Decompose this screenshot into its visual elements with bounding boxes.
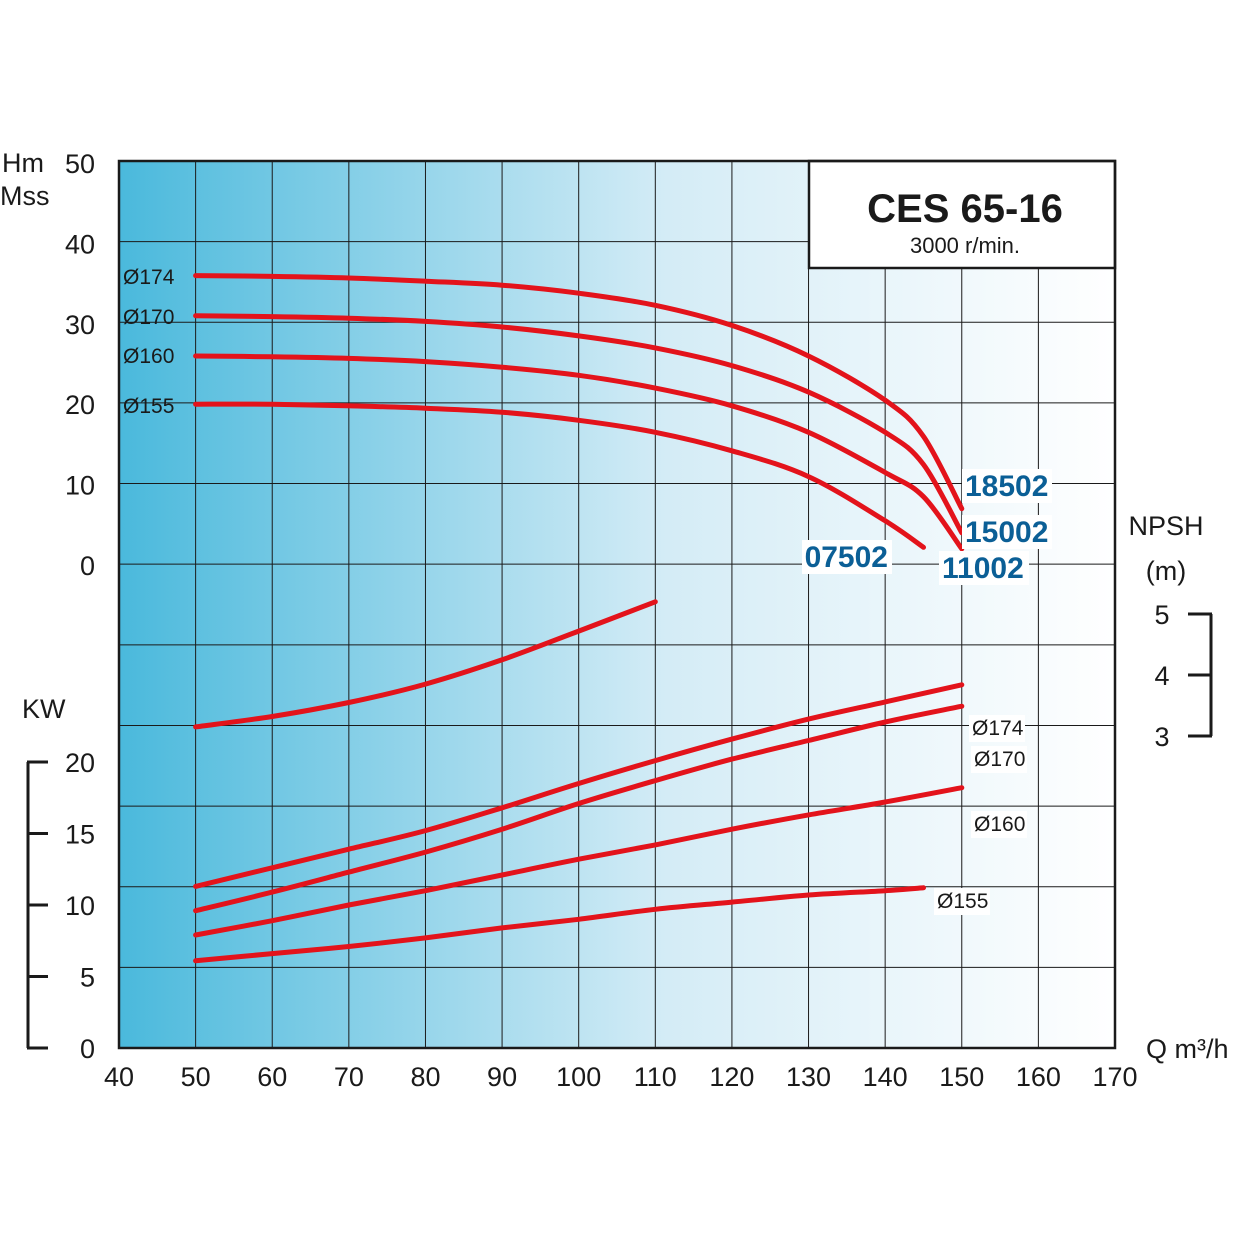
head-tick-label: 30 — [65, 310, 95, 340]
power-label-bg — [971, 746, 1027, 773]
chart-subtitle: 3000 r/min. — [910, 233, 1020, 258]
npsh-tick-label: 5 — [1154, 600, 1169, 630]
x-tick-label: 110 — [634, 1062, 677, 1092]
power-tick-label: 0 — [80, 1034, 95, 1064]
head-axis-title-line1: Hm — [2, 148, 44, 178]
head-curve — [193, 353, 965, 552]
x-tick-label: 50 — [181, 1062, 211, 1092]
power-tick-label: 20 — [65, 748, 95, 778]
x-tick-label: 100 — [556, 1062, 601, 1092]
head-diameter-label: Ø174 — [123, 266, 175, 289]
title-box: CES 65-16 3000 r/min. — [807, 159, 1117, 270]
plot-frame — [117, 159, 1117, 1050]
head-tick-label: 10 — [65, 471, 95, 501]
chart-title: CES 65-16 — [867, 187, 1063, 231]
motor-label: 07502 — [805, 541, 888, 574]
power-label-bg — [969, 715, 1025, 742]
motor-label: 11002 — [942, 552, 1024, 585]
power-tick-label: 10 — [65, 891, 95, 921]
x-tick-label: 170 — [1092, 1062, 1137, 1092]
x-tick-label: 150 — [939, 1062, 984, 1092]
power-diameter-label: Ø174 — [972, 717, 1024, 740]
npsh-axis-title-line1: NPSH — [1128, 511, 1203, 541]
axes: 40 50 60 70 80 90 100 110 120 130 140 150 160 1700102… — [26, 149, 1213, 1092]
head-tick-label: 0 — [80, 551, 95, 581]
motor-label-bg — [962, 515, 1052, 549]
power-tick-label: 15 — [65, 820, 95, 850]
motor-label-bg — [962, 469, 1052, 503]
power-diameter-label: Ø155 — [937, 890, 988, 913]
motor-label-bg — [802, 540, 892, 574]
power-axis-title: KW — [22, 694, 66, 724]
head-tick-label: 20 — [65, 390, 95, 420]
head-curve — [193, 401, 926, 550]
x-tick-label: 70 — [334, 1062, 364, 1092]
power-label-bg — [934, 888, 990, 915]
x-axis-title: Q m³/h — [1146, 1034, 1229, 1064]
power-label-bg — [971, 811, 1027, 838]
power-curve — [193, 785, 965, 938]
x-tick-label: 120 — [709, 1062, 754, 1092]
head-diameter-label: Ø155 — [123, 395, 174, 418]
head-curve — [193, 313, 965, 536]
power-tick-label: 5 — [80, 963, 95, 993]
motor-label: 18502 — [965, 470, 1048, 503]
head-tick-label: 50 — [65, 149, 95, 179]
npsh-axis-title-line2: (m) — [1146, 556, 1186, 586]
npsh-tick-label: 4 — [1154, 661, 1169, 691]
motor-label-bg — [939, 551, 1029, 585]
x-tick-label: 90 — [487, 1062, 517, 1092]
x-tick-label: 160 — [1016, 1062, 1061, 1092]
head-axis-title-line2: Mss — [0, 181, 50, 211]
x-tick-label: 80 — [410, 1062, 440, 1092]
head-diameter-label: Ø160 — [123, 345, 174, 368]
power-diameter-label: Ø160 — [974, 813, 1025, 836]
curves — [193, 273, 965, 964]
power-curve — [193, 682, 965, 889]
power-curve — [193, 885, 926, 964]
x-tick-label: 130 — [786, 1062, 831, 1092]
head-tick-label: 40 — [65, 229, 95, 259]
npsh-curve — [193, 599, 658, 730]
head-curve — [193, 273, 965, 512]
power-diameter-label: Ø170 — [974, 748, 1025, 771]
npsh-tick-label: 3 — [1154, 722, 1169, 752]
x-tick-label: 140 — [863, 1062, 908, 1092]
motor-label: 15002 — [965, 516, 1048, 549]
head-diameter-label: Ø170 — [123, 306, 174, 329]
x-tick-label: 60 — [257, 1062, 287, 1092]
x-tick-label: 40 — [104, 1062, 134, 1092]
power-curve — [193, 703, 965, 914]
